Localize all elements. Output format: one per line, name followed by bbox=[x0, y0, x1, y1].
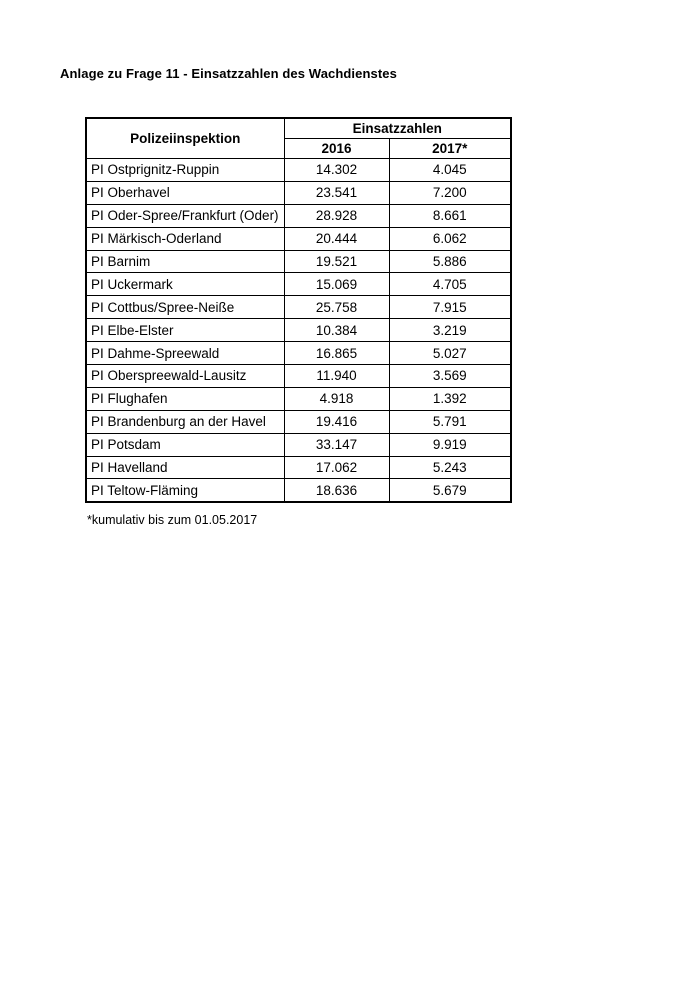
table-row: PI Cottbus/Spree-Neiße 25.758 7.915 bbox=[85, 295, 512, 320]
cell-2016: 28.928 bbox=[283, 203, 390, 228]
cell-2017: 4.045 bbox=[388, 158, 512, 182]
cell-inspection: PI Teltow-Fläming bbox=[85, 478, 285, 503]
cell-2016: 10.384 bbox=[283, 318, 390, 343]
cell-inspection: PI Brandenburg an der Havel bbox=[85, 409, 285, 434]
table-row: PI Oder-Spree/Frankfurt (Oder) 28.928 8.66… bbox=[85, 203, 512, 228]
cell-2017: 3.219 bbox=[388, 318, 512, 343]
cell-2016: 25.758 bbox=[283, 295, 390, 320]
cell-2016: 17.062 bbox=[283, 455, 390, 480]
cell-inspection: PI Havelland bbox=[85, 455, 285, 480]
cell-inspection: PI Barnim bbox=[85, 249, 285, 274]
cell-2016: 16.865 bbox=[283, 341, 390, 366]
cell-2016: 4.918 bbox=[283, 386, 390, 411]
cell-inspection: PI Flughafen bbox=[85, 386, 285, 411]
table-row: PI Brandenburg an der Havel 19.416 5.791 bbox=[85, 409, 512, 434]
cell-2017: 5.679 bbox=[388, 478, 512, 503]
cell-2017: 5.791 bbox=[388, 409, 512, 434]
cell-2017: 9.919 bbox=[388, 432, 512, 457]
table-row: PI Havelland 17.062 5.243 bbox=[85, 455, 512, 480]
table-row: PI Flughafen 4.918 1.392 bbox=[85, 386, 512, 411]
table-row: PI Uckermark 15.069 4.705 bbox=[85, 272, 512, 297]
column-header-2017: 2017* bbox=[388, 138, 512, 159]
cell-2017: 6.062 bbox=[388, 226, 512, 251]
column-header-inspection: Polizeiinspektion bbox=[85, 117, 285, 159]
cell-2016: 14.302 bbox=[283, 158, 390, 182]
cell-2016: 19.416 bbox=[283, 409, 390, 434]
cell-2017: 8.661 bbox=[388, 203, 512, 228]
cell-inspection: PI Elbe-Elster bbox=[85, 318, 285, 343]
cell-inspection: PI Dahme-Spreewald bbox=[85, 341, 285, 366]
cell-2017: 5.886 bbox=[388, 249, 512, 274]
cell-inspection: PI Ostprignitz-Ruppin bbox=[85, 158, 285, 182]
cell-2016: 20.444 bbox=[283, 226, 390, 251]
cell-inspection: PI Uckermark bbox=[85, 272, 285, 297]
cell-inspection: PI Oberspreewald-Lausitz bbox=[85, 364, 285, 388]
header-row-group: Polizeiinspektion Einsatzzahlen bbox=[85, 117, 512, 159]
cell-2016: 19.521 bbox=[283, 249, 390, 274]
header-row-years: 2016 2017* bbox=[86, 138, 512, 159]
table-row: PI Elbe-Elster 10.384 3.219 bbox=[85, 318, 512, 343]
table-row: PI Oberspreewald-Lausitz 11.940 3.569 bbox=[85, 364, 512, 388]
cell-2017: 5.027 bbox=[388, 341, 512, 366]
table-row: PI Teltow-Fläming 18.636 5.679 bbox=[85, 478, 512, 503]
column-header-2016: 2016 bbox=[283, 138, 390, 159]
cell-2017: 3.569 bbox=[388, 364, 512, 388]
cell-inspection: PI Oberhavel bbox=[85, 180, 285, 205]
table-row: PI Dahme-Spreewald 16.865 5.027 bbox=[85, 341, 512, 366]
cell-2016: 15.069 bbox=[283, 272, 390, 297]
cell-2017: 4.705 bbox=[388, 272, 512, 297]
column-header-einsatzzahlen: Einsatzzahlen bbox=[283, 117, 512, 139]
page-title: Anlage zu Frage 11 - Einsatzzahlen des W… bbox=[60, 66, 397, 81]
cell-2016: 18.636 bbox=[283, 478, 390, 503]
cell-inspection: PI Oder-Spree/Frankfurt (Oder) bbox=[85, 203, 285, 228]
table-row: PI Ostprignitz-Ruppin 14.302 4.045 bbox=[85, 158, 512, 182]
footnote: *kumulativ bis zum 01.05.2017 bbox=[87, 513, 258, 527]
table-row: PI Barnim 19.521 5.886 bbox=[85, 249, 512, 274]
cell-2017: 7.915 bbox=[388, 295, 512, 320]
table-row: PI Oberhavel 23.541 7.200 bbox=[85, 180, 512, 205]
table-row: PI Potsdam 33.147 9.919 bbox=[85, 432, 512, 457]
cell-2016: 23.541 bbox=[283, 180, 390, 205]
cell-2017: 7.200 bbox=[388, 180, 512, 205]
cell-2017: 5.243 bbox=[388, 455, 512, 480]
cell-2016: 11.940 bbox=[283, 364, 390, 388]
cell-inspection: PI Potsdam bbox=[85, 432, 285, 457]
einsatzzahlen-table: Polizeiinspektion Einsatzzahlen 2016 201… bbox=[85, 117, 512, 504]
cell-inspection: PI Märkisch-Oderland bbox=[85, 226, 285, 251]
table-row: PI Märkisch-Oderland 20.444 6.062 bbox=[85, 226, 512, 251]
cell-2016: 33.147 bbox=[283, 432, 390, 457]
cell-2017: 1.392 bbox=[388, 386, 512, 411]
table-body: PI Ostprignitz-Ruppin 14.302 4.045 PI Oberh… bbox=[85, 158, 512, 503]
cell-inspection: PI Cottbus/Spree-Neiße bbox=[85, 295, 285, 320]
table-header: Polizeiinspektion Einsatzzahlen 2016 201… bbox=[85, 117, 512, 159]
